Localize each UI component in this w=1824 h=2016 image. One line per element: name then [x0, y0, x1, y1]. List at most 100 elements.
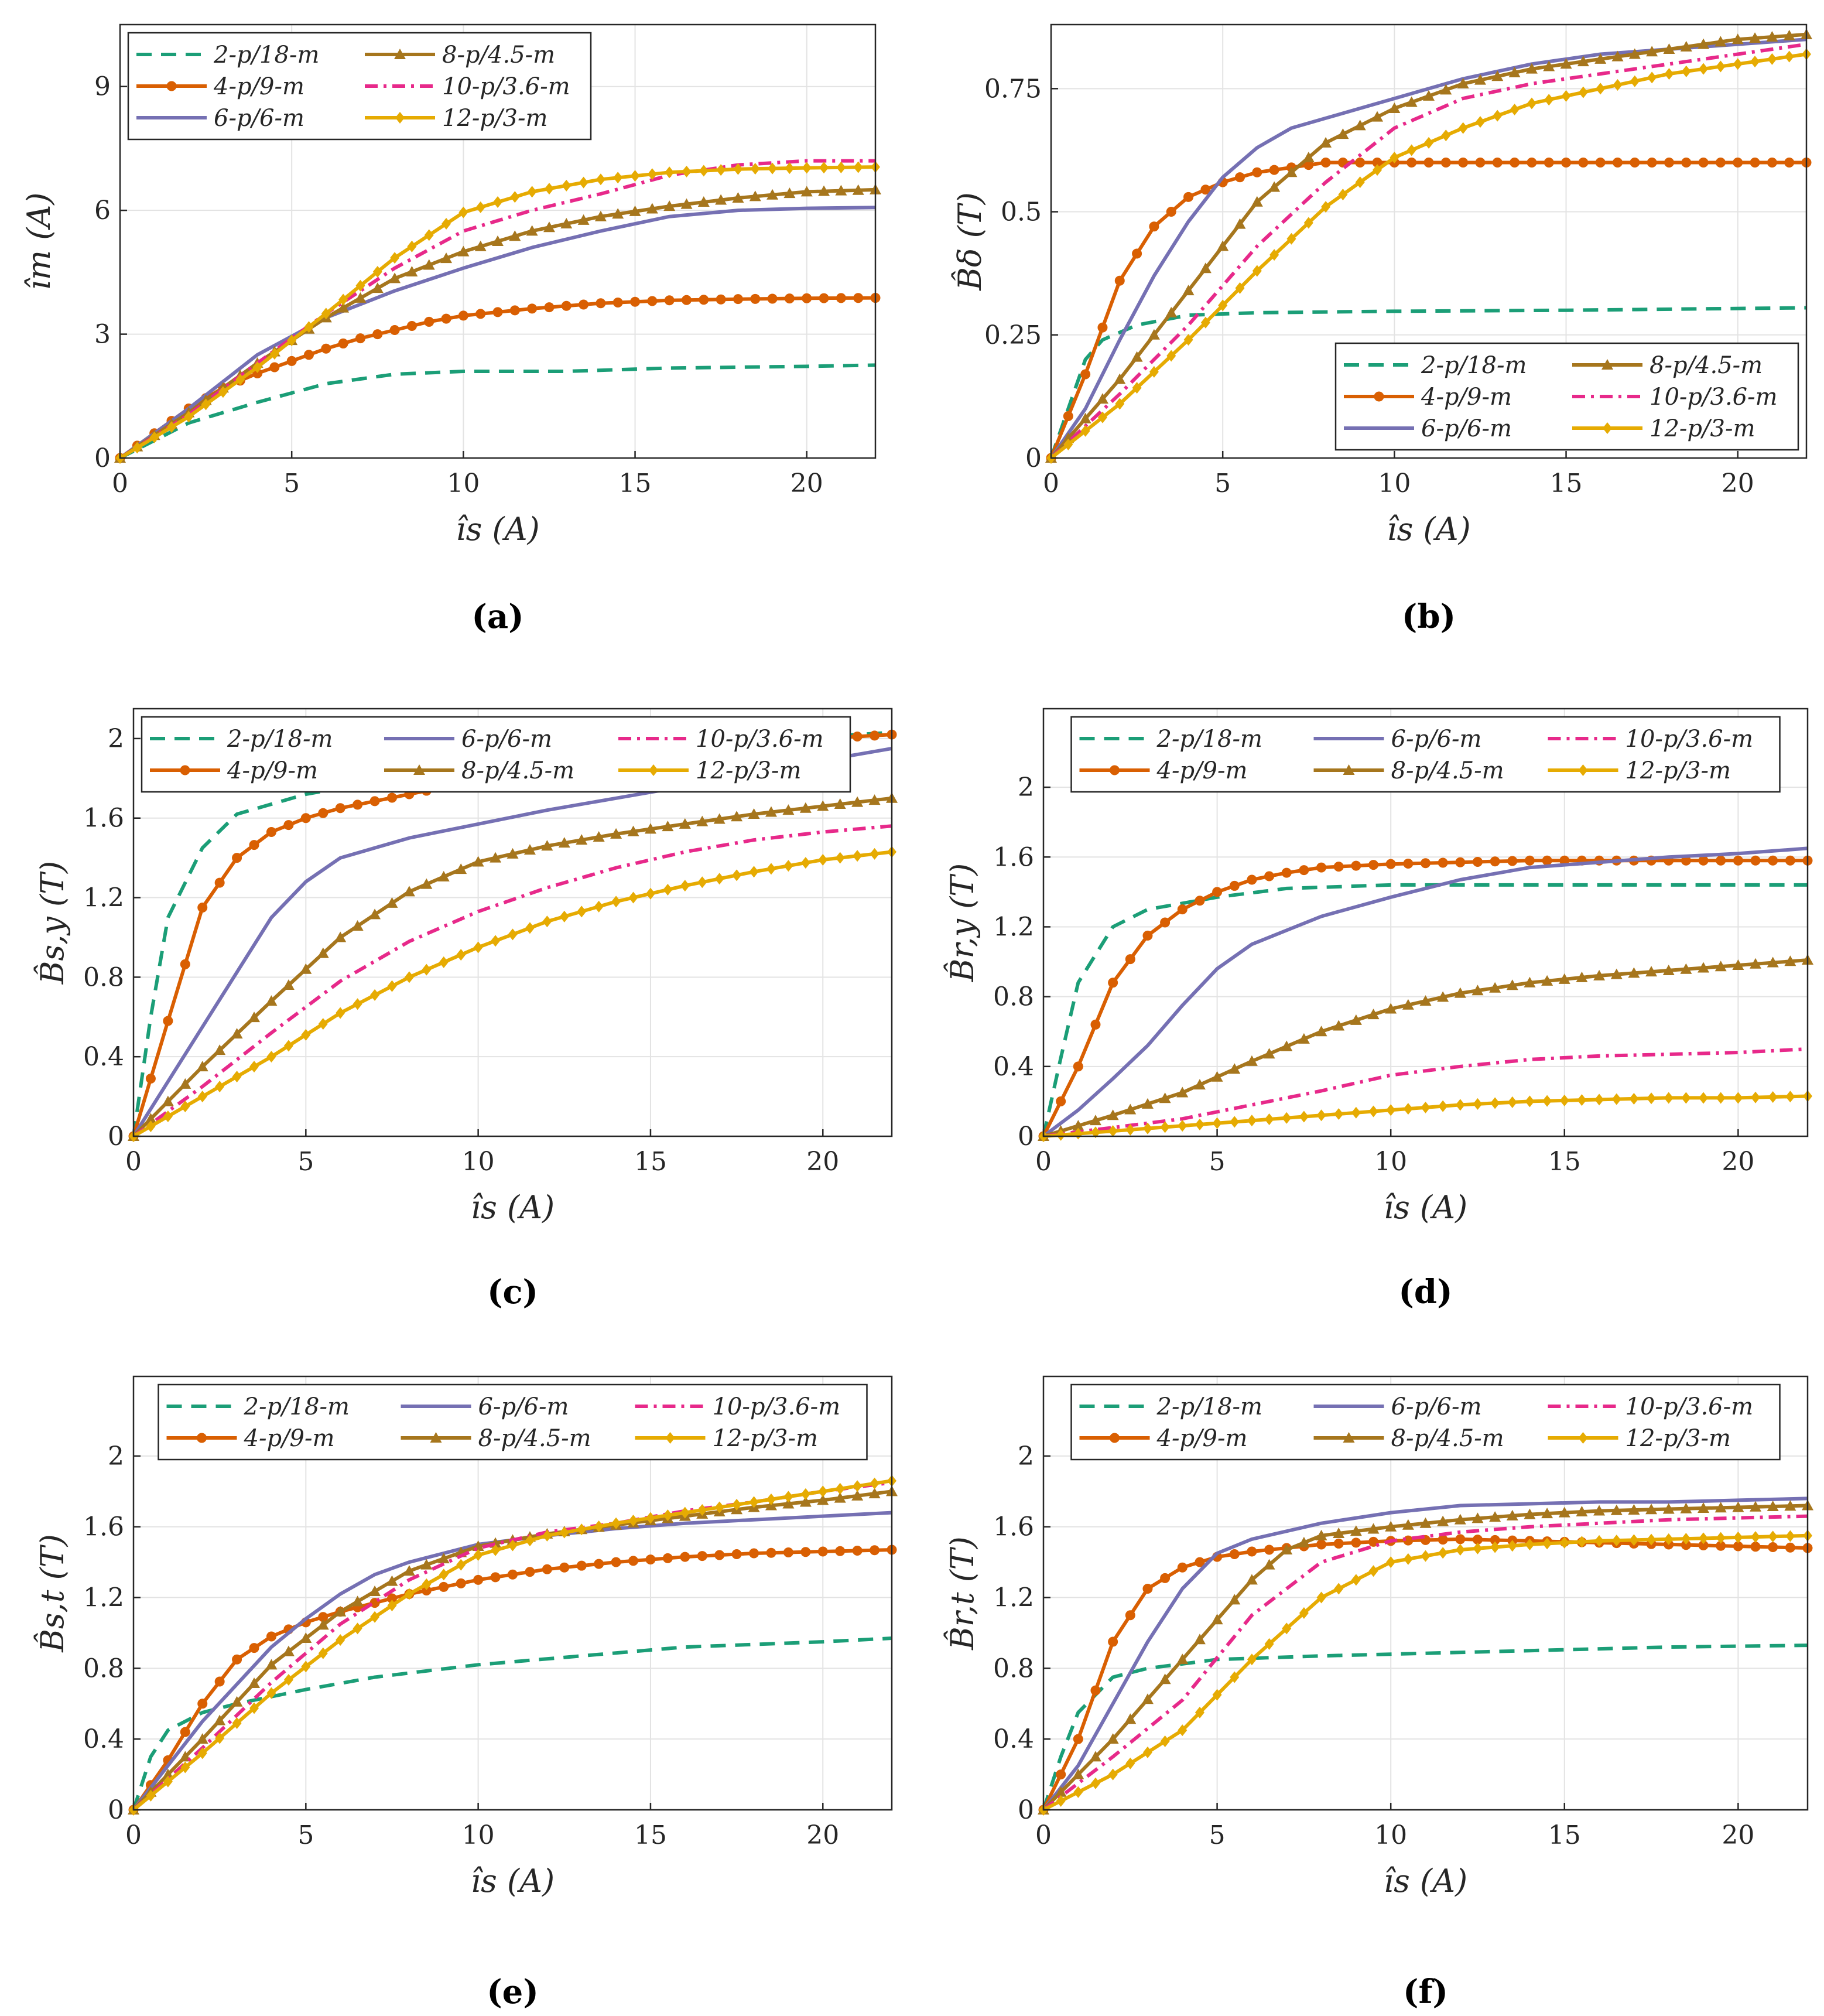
legend-entry: 2-p/18-m [1079, 1393, 1262, 1420]
data-point-31 [1578, 86, 1588, 98]
data-point-23 [525, 922, 535, 934]
series-2-p-18-m [132, 1636, 892, 1810]
data-point-40 [1733, 855, 1743, 866]
legend-entry: 12-p/3-m [618, 757, 801, 784]
data-point-31 [1577, 1536, 1587, 1548]
data-point-23 [1437, 1515, 1449, 1526]
data-point-16 [1321, 201, 1331, 213]
data-point-4 [1108, 978, 1118, 988]
data-point-25 [1474, 74, 1486, 85]
legend-entry: 10-p/3.6-m [1572, 384, 1778, 411]
data-point-40 [1733, 157, 1743, 168]
data-point-12 [334, 1605, 347, 1617]
y-axis-label: îm (A) [20, 193, 57, 291]
data-point-18 [1351, 860, 1361, 871]
axes-box [1042, 708, 1809, 1137]
data-point-36 [748, 808, 760, 819]
data-point-8 [266, 827, 276, 838]
data-point-40 [1733, 1092, 1743, 1104]
data-point-16 [1315, 1026, 1327, 1037]
data-point-5 [1125, 1123, 1135, 1136]
data-point-10 [301, 1660, 311, 1673]
data-point-26 [576, 834, 588, 845]
data-point-27 [1510, 157, 1520, 168]
data-point-19 [442, 218, 451, 230]
data-point-22 [508, 928, 518, 941]
data-point-14 [369, 796, 380, 807]
y-tick-label: 0.4 [83, 1042, 124, 1072]
data-point-9 [1195, 896, 1205, 906]
panel-label: (e) [487, 1973, 539, 2011]
data-point-12 [321, 307, 331, 320]
data-point-41 [819, 162, 829, 174]
data-point-0 [413, 764, 425, 775]
data-point-43 [870, 848, 880, 860]
data-point-13 [351, 920, 364, 931]
data-point-8 [265, 995, 278, 1006]
x-tick-label: 0 [1035, 1820, 1052, 1850]
data-point-27 [579, 176, 588, 189]
data-point-13 [353, 998, 362, 1010]
data-point-24 [1455, 857, 1466, 867]
chart-panel-c: 0 5 10 15 20 0 0.4 0.8 1.2 1.6 2 îs (A) B̂s,y (T) (c)… [33, 708, 898, 1311]
series-line [1042, 846, 1808, 1138]
data-point-27 [1508, 66, 1521, 77]
x-tick-label: 15 [1548, 1820, 1581, 1850]
x-tick-label: 15 [634, 1820, 667, 1850]
data-point-29 [1544, 94, 1554, 106]
data-point-27 [579, 299, 589, 310]
data-point-17 [422, 963, 432, 976]
data-point-37 [766, 863, 776, 875]
legend-label: 10-p/3.6-m [713, 1393, 841, 1420]
data-point-7 [1159, 1092, 1171, 1103]
data-point-11 [1235, 172, 1245, 183]
data-point-13 [1269, 249, 1279, 261]
legend-label: 10-p/3.6-m [696, 726, 824, 753]
data-point-7 [249, 840, 259, 850]
data-point-6 [1141, 1693, 1154, 1704]
x-tick-label: 10 [1374, 1820, 1407, 1850]
data-point-15 [1302, 152, 1315, 163]
data-point-2 [149, 431, 159, 443]
data-point-6 [232, 1071, 242, 1083]
data-point-25 [543, 221, 555, 233]
legend-entry: 10-p/3.6-m [365, 73, 570, 100]
legend-entry: 12-p/3-m [1572, 415, 1755, 442]
data-point-27 [1507, 1540, 1517, 1552]
data-point-31 [1576, 971, 1588, 982]
data-point-13 [1268, 181, 1281, 192]
data-point-16 [1316, 862, 1327, 873]
data-point-28 [1527, 157, 1537, 168]
data-point-20 [457, 245, 470, 257]
data-point-4 [196, 1061, 208, 1072]
data-point-17 [1338, 189, 1348, 201]
data-point-34 [1628, 1504, 1640, 1515]
data-point-0 [1343, 764, 1355, 775]
data-point-31 [662, 1553, 673, 1563]
data-point-21 [490, 1572, 501, 1583]
x-tick-label: 5 [1209, 1820, 1226, 1850]
data-point-24 [527, 186, 537, 198]
data-point-32 [664, 295, 675, 306]
data-point-31 [662, 821, 674, 832]
data-point-14 [1281, 1040, 1293, 1051]
data-point-16 [390, 252, 400, 264]
y-tick-label: 0.8 [83, 962, 124, 992]
y-tick-label: 3 [94, 320, 111, 350]
data-point-7 [1160, 1735, 1170, 1747]
chart-panel-f: 0 5 10 15 20 0 0.4 0.8 1.2 1.6 2 îs (A) B̂r,t (T) (f)… [943, 1375, 1813, 2011]
data-point-25 [558, 837, 570, 848]
data-point-40 [1731, 33, 1744, 45]
data-point-24 [1458, 157, 1469, 168]
data-point-12 [1252, 167, 1262, 177]
y-axis-label: B̂r,t (T) [943, 1536, 981, 1651]
legend-entry: 10-p/3.6-m [635, 1393, 841, 1420]
data-point-7 [248, 1677, 261, 1689]
data-point-21 [1405, 96, 1418, 107]
data-point-28 [594, 210, 607, 221]
data-point-7 [1159, 1673, 1171, 1684]
data-point-0 [166, 81, 177, 91]
data-point-31 [647, 168, 657, 180]
data-point-41 [1750, 1501, 1762, 1512]
data-point-26 [1489, 1511, 1501, 1522]
